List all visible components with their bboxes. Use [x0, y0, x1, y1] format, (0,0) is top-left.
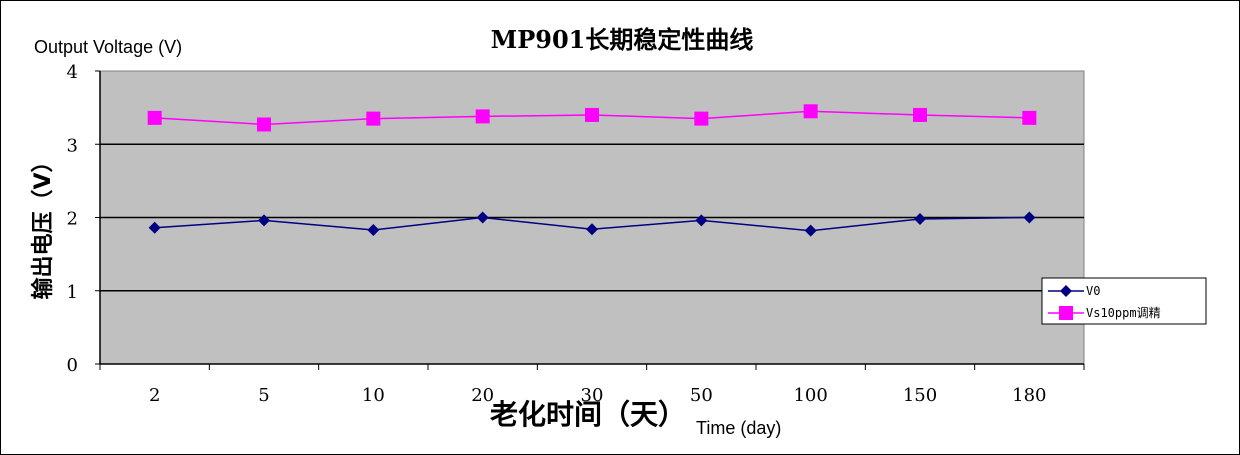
legend-marker-0: [1060, 285, 1072, 297]
legend-marker-1: [1059, 306, 1073, 320]
x-tick-label: 5: [258, 385, 269, 406]
data-point: [586, 223, 598, 236]
data-point: [914, 212, 926, 225]
y-tick-label: 3: [67, 135, 78, 156]
data-point: [258, 214, 270, 227]
data-point: [913, 107, 927, 122]
y-tick-label: 1: [67, 282, 78, 303]
data-point: [585, 107, 599, 122]
y-axis-label-en: Output Voltage (V): [34, 37, 182, 57]
x-tick-label: 50: [690, 385, 713, 406]
data-point: [804, 224, 817, 237]
data-point: [366, 111, 381, 126]
y-axis-label: 输出电压（V）: [30, 150, 56, 299]
x-tick-label: 2: [149, 385, 160, 406]
x-tick-label: 100: [793, 385, 827, 406]
y-tick-label: 4: [67, 62, 78, 83]
data-point: [367, 223, 380, 236]
x-axis-label-en: Time (day): [696, 418, 781, 438]
data-point: [476, 211, 489, 224]
data-point: [1023, 211, 1036, 224]
data-point: [147, 110, 162, 125]
data-point: [148, 221, 161, 234]
x-tick-label: 10: [362, 385, 385, 406]
x-tick-label: 30: [581, 385, 604, 406]
chart-title: MP901长期稳定性曲线: [491, 25, 754, 54]
y-tick-label: 0: [67, 355, 78, 376]
x-tick-label: 180: [1012, 385, 1046, 406]
data-point: [475, 109, 490, 124]
legend-label-0: V0: [1086, 284, 1100, 298]
x-axis-label: 老化时间（天）: [490, 398, 686, 431]
data-point: [1022, 110, 1037, 125]
data-point: [803, 104, 818, 119]
data-point: [257, 117, 271, 132]
x-tick-label: 20: [471, 385, 494, 406]
data-point: [694, 111, 709, 126]
y-tick-label: 2: [67, 209, 78, 230]
x-tick-label: 150: [903, 385, 937, 406]
legend: V0 Vs10ppm调精: [1041, 277, 1207, 325]
legend-label-1: Vs10ppm调精: [1086, 306, 1161, 320]
data-point: [695, 214, 708, 227]
